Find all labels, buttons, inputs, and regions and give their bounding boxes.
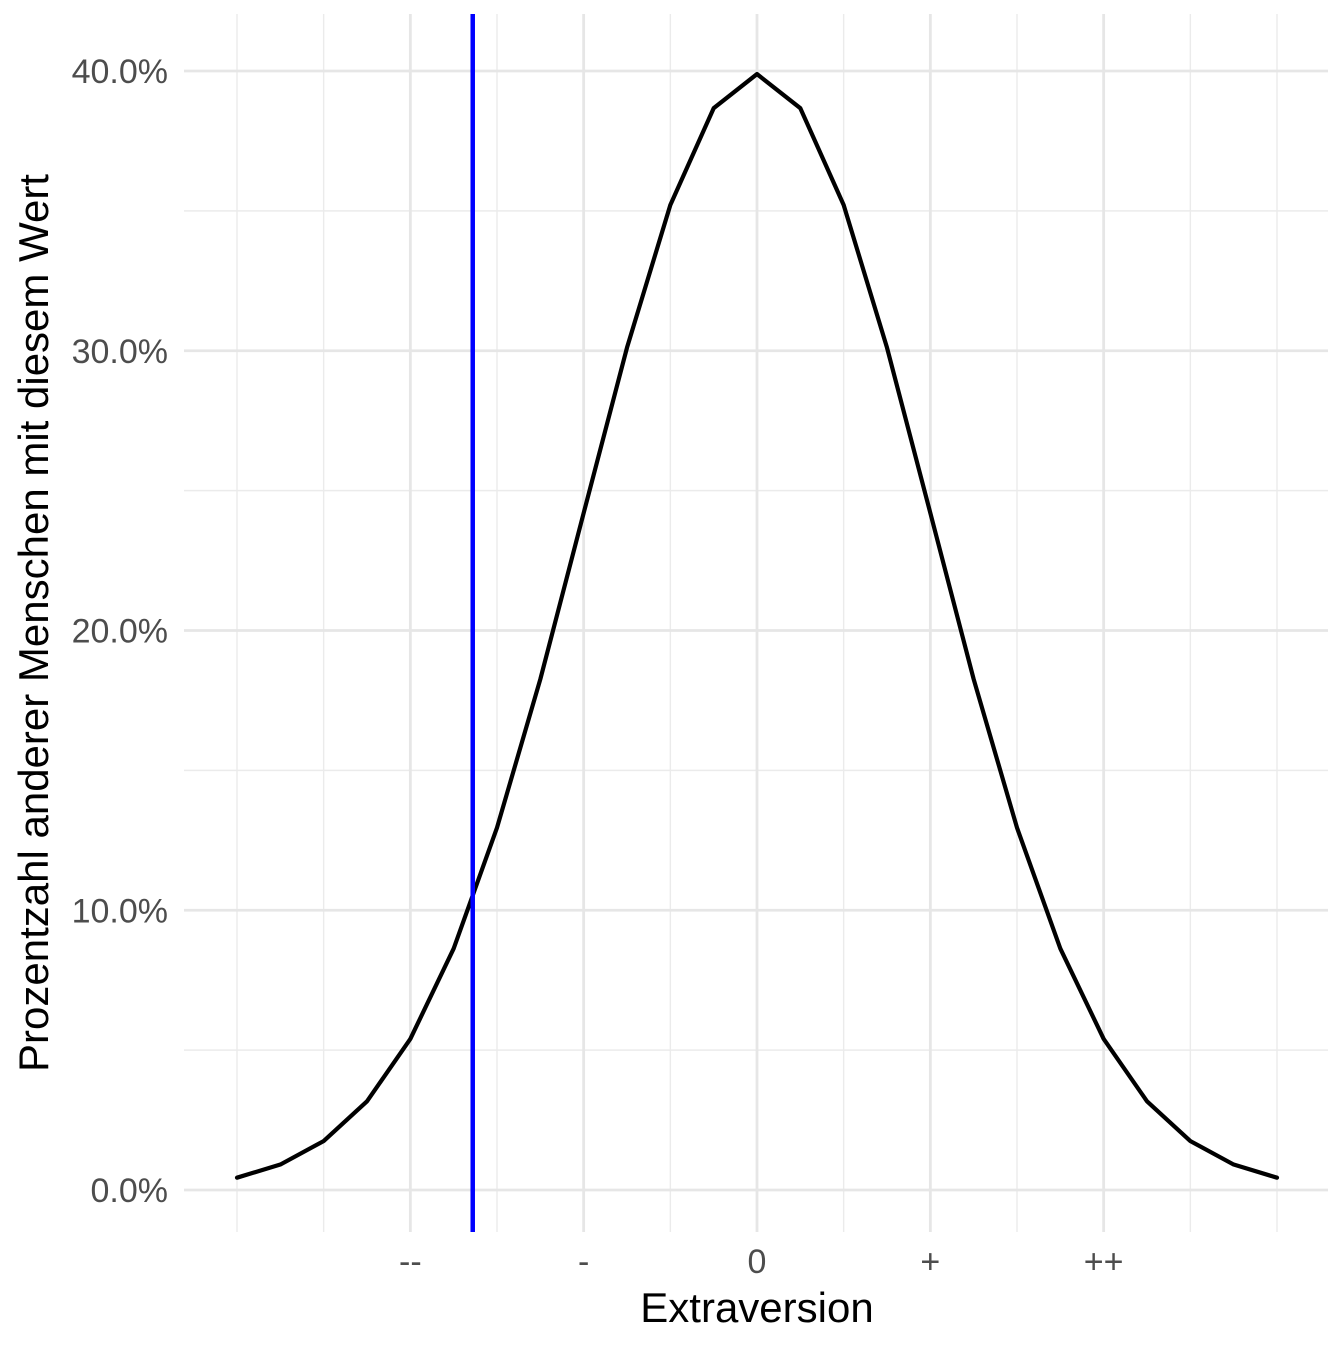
x-axis-title: Extraversion	[640, 1284, 873, 1331]
y-tick-label: 40.0%	[72, 53, 168, 91]
y-axis-title: Prozentzahl anderer Menschen mit diesem …	[10, 174, 57, 1072]
grid	[184, 14, 1328, 1232]
x-tick-label: -	[578, 1243, 589, 1281]
x-tick-label: ++	[1084, 1243, 1124, 1281]
y-tick-label: 30.0%	[72, 333, 168, 371]
y-tick-label: 20.0%	[72, 613, 168, 651]
x-tick-label: 0	[748, 1243, 767, 1281]
x-tick-label: +	[920, 1243, 940, 1281]
tick-labels: -- -0 + ++0.0%10.0%20.0%30.0%40.0%	[72, 53, 1124, 1281]
plot-area	[234, 14, 1280, 1232]
y-tick-label: 10.0%	[72, 892, 168, 930]
y-tick-label: 0.0%	[91, 1172, 169, 1210]
density-curve	[234, 71, 1280, 1180]
x-tick-label: --	[399, 1243, 422, 1281]
